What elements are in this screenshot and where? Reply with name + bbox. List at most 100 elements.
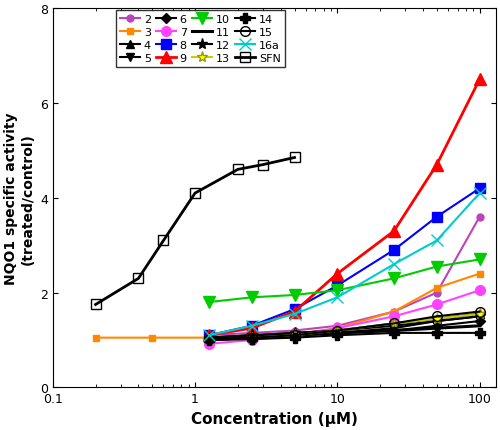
11 (206, 338, 212, 343)
9 (334, 271, 340, 276)
4 (206, 335, 212, 341)
15 (206, 337, 212, 342)
5 (476, 314, 482, 319)
12 (391, 323, 397, 329)
16a (206, 333, 212, 338)
14 (391, 331, 397, 336)
7 (434, 302, 440, 307)
15 (434, 314, 440, 319)
5 (206, 338, 212, 343)
9 (391, 229, 397, 234)
12 (476, 314, 482, 319)
10 (292, 293, 298, 298)
2 (292, 328, 298, 333)
Line: 6: 6 (206, 318, 483, 341)
7 (292, 333, 298, 338)
9 (248, 326, 254, 331)
15 (292, 333, 298, 338)
15 (391, 321, 397, 326)
14 (206, 338, 212, 343)
4 (476, 312, 482, 317)
8 (434, 215, 440, 220)
12 (334, 328, 340, 333)
Line: 14: 14 (204, 328, 484, 345)
16a (476, 191, 482, 196)
6 (391, 328, 397, 333)
Line: 4: 4 (204, 310, 484, 342)
Line: 16a: 16a (204, 188, 485, 341)
Line: 8: 8 (204, 184, 484, 340)
5 (391, 326, 397, 331)
7 (334, 326, 340, 331)
13 (434, 316, 440, 322)
16a (391, 262, 397, 267)
Line: 11: 11 (209, 326, 479, 340)
3 (206, 335, 212, 341)
16a (248, 323, 254, 329)
14 (248, 337, 254, 342)
10 (248, 295, 254, 300)
Line: 13: 13 (204, 309, 485, 346)
10 (334, 288, 340, 293)
16a (434, 238, 440, 243)
SFN (235, 167, 241, 172)
8 (206, 333, 212, 338)
15 (476, 309, 482, 314)
4 (248, 333, 254, 338)
3 (476, 271, 482, 276)
4 (391, 321, 397, 326)
13 (334, 328, 340, 333)
3 (248, 334, 254, 339)
7 (391, 314, 397, 319)
8 (248, 323, 254, 329)
11 (334, 331, 340, 336)
6 (206, 335, 212, 341)
7 (248, 338, 254, 343)
13 (206, 338, 212, 343)
2 (334, 323, 340, 329)
10 (476, 257, 482, 262)
Line: SFN: SFN (91, 153, 300, 310)
11 (292, 333, 298, 338)
12 (434, 319, 440, 324)
13 (476, 312, 482, 317)
4 (434, 316, 440, 322)
6 (334, 331, 340, 336)
4 (334, 328, 340, 333)
13 (292, 333, 298, 338)
8 (292, 307, 298, 312)
SFN (260, 163, 266, 168)
SFN (136, 276, 141, 281)
12 (206, 335, 212, 341)
3 (292, 332, 298, 337)
2 (248, 331, 254, 336)
5 (334, 331, 340, 336)
12 (248, 333, 254, 338)
Line: 12: 12 (204, 311, 485, 344)
6 (248, 333, 254, 338)
5 (434, 319, 440, 324)
3 (391, 309, 397, 314)
SFN (292, 156, 298, 161)
11 (248, 335, 254, 341)
5 (292, 333, 298, 338)
13 (391, 321, 397, 326)
10 (434, 264, 440, 270)
2 (476, 215, 482, 220)
Line: 10: 10 (204, 254, 485, 308)
9 (292, 309, 298, 314)
16a (334, 295, 340, 300)
11 (391, 328, 397, 333)
8 (391, 248, 397, 253)
10 (391, 276, 397, 281)
8 (476, 186, 482, 191)
2 (391, 309, 397, 314)
4 (292, 331, 298, 336)
Line: 15: 15 (204, 307, 484, 344)
Line: 2: 2 (206, 214, 483, 339)
9 (434, 163, 440, 168)
3 (434, 286, 440, 291)
3 (334, 326, 340, 331)
5 (248, 335, 254, 341)
8 (334, 283, 340, 289)
